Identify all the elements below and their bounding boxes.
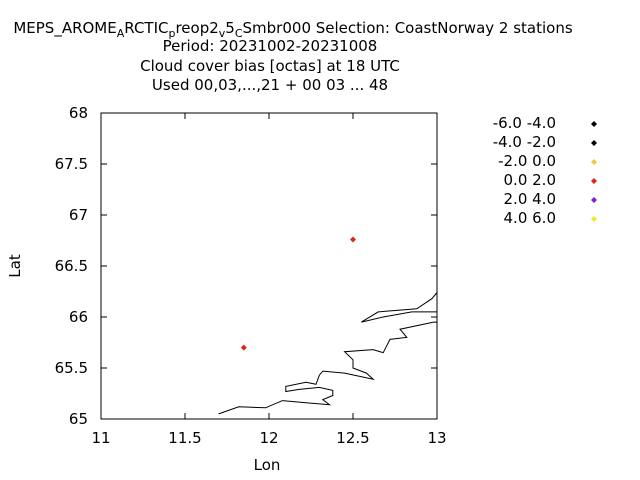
y-tick-labels: 65 65.5 66 66.5 67 67.5 68 <box>55 104 88 428</box>
title-seg-1: A <box>117 27 125 40</box>
data-point <box>240 344 247 351</box>
legend-marker <box>591 197 597 203</box>
x-tick-label: 12 <box>259 429 278 447</box>
legend-marker <box>591 121 597 127</box>
y-tick-label: 65 <box>69 410 88 428</box>
x-tick-label: 13 <box>427 429 446 447</box>
title-seg-7: C <box>235 27 243 40</box>
legend-label: -6.0 -4.0 <box>493 114 556 132</box>
chart-title-line-4: Used 00,03,...,21 + 00 03 ... 48 <box>152 76 388 94</box>
chart-title: MEPS_AROMEARCTICpreop2v5CSmbr000 Selecti… <box>13 19 573 94</box>
legend-label: 2.0 4.0 <box>504 190 556 208</box>
legend-marker <box>591 140 597 146</box>
y-tick-label: 67.5 <box>55 155 88 173</box>
y-tick-label: 66.5 <box>55 257 88 275</box>
plot-frame <box>100 112 438 420</box>
coastline-segment-0 <box>218 321 437 415</box>
y-tick-label: 67 <box>69 206 88 224</box>
legend-label: -4.0 -2.0 <box>493 133 556 151</box>
y-tick-label: 68 <box>69 104 88 122</box>
x-tick-label: 11.5 <box>168 429 201 447</box>
data-points <box>240 236 356 351</box>
data-point <box>350 236 356 243</box>
legend-label: 0.0 2.0 <box>504 171 556 189</box>
chart-title-line-3: Cloud cover bias [octas] at 18 UTC <box>140 57 400 75</box>
x-tick-labels: 11 11.5 12 12.5 13 <box>91 429 446 447</box>
title-seg-0: MEPS_AROME <box>13 19 116 38</box>
coastline-segment-1 <box>361 292 438 323</box>
x-tick-label: 11 <box>91 429 110 447</box>
legend: -6.0 -4.0-4.0 -2.0-2.0 0.00.0 2.02.0 4.0… <box>493 114 597 227</box>
plot-area <box>100 112 438 420</box>
axis-ticks <box>100 112 438 420</box>
legend-marker <box>591 216 597 222</box>
x-axis-label: Lon <box>254 456 281 474</box>
title-seg-8: Smbr000 Selection: CoastNorway 2 station… <box>243 19 573 37</box>
y-tick-label: 65.5 <box>55 359 88 377</box>
title-seg-4: reop2 <box>175 19 218 37</box>
coastline-layer <box>218 292 438 415</box>
y-axis-label: Lat <box>6 254 24 278</box>
title-seg-3: p <box>168 27 175 40</box>
legend-marker <box>591 159 597 165</box>
legend-label: -2.0 0.0 <box>498 152 556 170</box>
title-seg-6: 5 <box>225 19 235 37</box>
chart-title-line-2: Period: 20231002-20231008 <box>163 37 378 55</box>
y-tick-label: 66 <box>69 308 88 326</box>
x-tick-label: 12.5 <box>336 429 369 447</box>
title-seg-5: v <box>219 27 226 40</box>
legend-label: 4.0 6.0 <box>504 209 556 227</box>
title-seg-2: RCTIC <box>124 19 168 37</box>
chart-title-line-1: MEPS_AROMEARCTICpreop2v5CSmbr000 Selecti… <box>13 19 573 40</box>
legend-marker <box>591 178 597 184</box>
